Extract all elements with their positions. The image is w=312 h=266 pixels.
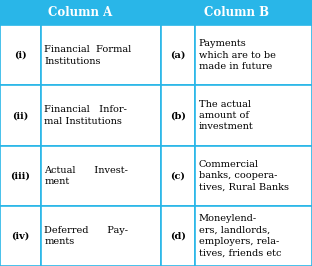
Text: (ii): (ii)	[12, 111, 28, 120]
Text: (d): (d)	[170, 231, 186, 240]
Text: Payments
which are to be
made in future: Payments which are to be made in future	[199, 39, 275, 71]
Bar	[0, 0, 161, 25]
Text: (c): (c)	[170, 171, 185, 180]
Bar	[161, 85, 195, 146]
Bar	[0, 25, 41, 85]
Text: Column B: Column B	[204, 6, 269, 19]
Bar	[41, 206, 161, 266]
Text: Financial   Infor-
mal Institutions: Financial Infor- mal Institutions	[44, 105, 127, 126]
Bar	[161, 206, 195, 266]
Text: (iv): (iv)	[11, 231, 29, 240]
Bar	[161, 25, 195, 85]
Text: Actual      Invest-
ment: Actual Invest- ment	[44, 165, 128, 186]
Bar	[195, 85, 312, 146]
Bar	[161, 0, 312, 25]
Text: Column A: Column A	[48, 6, 112, 19]
Bar	[195, 25, 312, 85]
Bar	[161, 146, 195, 206]
Text: Commercial
banks, coopera-
tives, Rural Banks: Commercial banks, coopera- tives, Rural …	[199, 160, 289, 192]
Text: (a): (a)	[170, 51, 186, 60]
Bar	[41, 25, 161, 85]
Text: Moneylend-
ers, landlords,
employers, rela-
tives, friends etc: Moneylend- ers, landlords, employers, re…	[199, 214, 281, 257]
Bar	[0, 146, 41, 206]
Bar	[195, 206, 312, 266]
Text: (i): (i)	[14, 51, 27, 60]
Text: (b): (b)	[170, 111, 186, 120]
Text: (iii): (iii)	[10, 171, 30, 180]
Bar	[0, 85, 41, 146]
Bar	[195, 146, 312, 206]
Bar	[41, 85, 161, 146]
Text: Financial  Formal
Institutions: Financial Formal Institutions	[44, 45, 132, 66]
Text: Deferred      Pay-
ments: Deferred Pay- ments	[44, 226, 128, 246]
Text: The actual
amount of
investment: The actual amount of investment	[199, 99, 253, 131]
Bar	[0, 206, 41, 266]
Bar	[41, 146, 161, 206]
